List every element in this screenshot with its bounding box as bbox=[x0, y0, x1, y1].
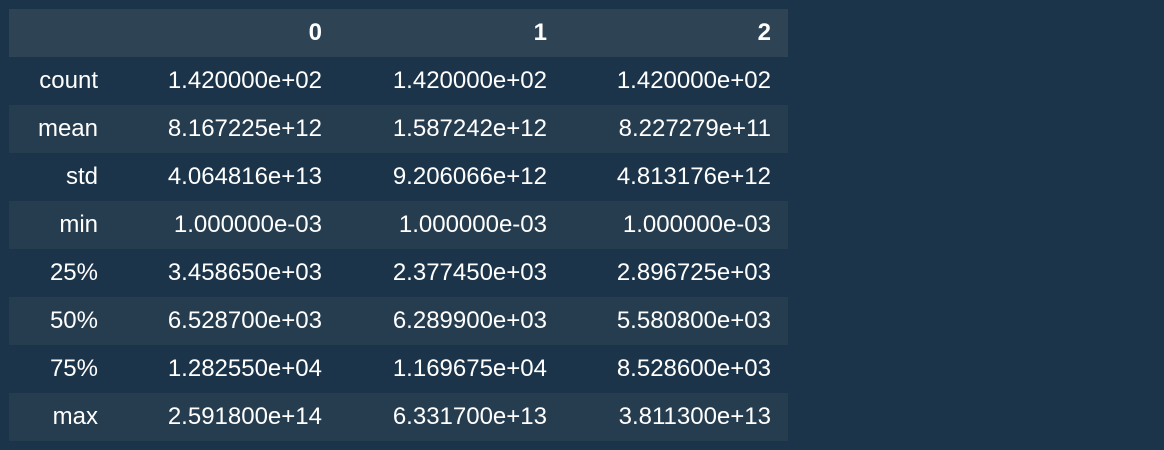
table-cell: 4.064816e+13 bbox=[115, 153, 339, 201]
header-row: 0 1 2 bbox=[9, 9, 788, 57]
table-row: 50% 6.528700e+03 6.289900e+03 5.580800e+… bbox=[9, 297, 788, 345]
table-cell: 8.528600e+03 bbox=[564, 345, 788, 393]
table-row: std 4.064816e+13 9.206066e+12 4.813176e+… bbox=[9, 153, 788, 201]
table-cell: 1.169675e+04 bbox=[339, 345, 564, 393]
row-label: min bbox=[9, 201, 115, 249]
table-cell: 8.167225e+12 bbox=[115, 105, 339, 153]
table-cell: 3.458650e+03 bbox=[115, 249, 339, 297]
table-row: 75% 1.282550e+04 1.169675e+04 8.528600e+… bbox=[9, 345, 788, 393]
table-cell: 1.000000e-03 bbox=[564, 201, 788, 249]
row-label: count bbox=[9, 57, 115, 105]
table-cell: 8.227279e+11 bbox=[564, 105, 788, 153]
table-cell: 1.587242e+12 bbox=[339, 105, 564, 153]
row-label: 50% bbox=[9, 297, 115, 345]
row-label: 25% bbox=[9, 249, 115, 297]
table-cell: 3.811300e+13 bbox=[564, 393, 788, 441]
table-cell: 6.528700e+03 bbox=[115, 297, 339, 345]
table-row: mean 8.167225e+12 1.587242e+12 8.227279e… bbox=[9, 105, 788, 153]
table-cell: 5.580800e+03 bbox=[564, 297, 788, 345]
table-cell: 9.206066e+12 bbox=[339, 153, 564, 201]
table-cell: 1.420000e+02 bbox=[115, 57, 339, 105]
table-cell: 1.000000e-03 bbox=[339, 201, 564, 249]
describe-table: 0 1 2 count 1.420000e+02 1.420000e+02 1.… bbox=[9, 9, 788, 441]
table-row: count 1.420000e+02 1.420000e+02 1.420000… bbox=[9, 57, 788, 105]
column-header: 0 bbox=[115, 9, 339, 57]
table-cell: 1.420000e+02 bbox=[564, 57, 788, 105]
table-cell: 1.282550e+04 bbox=[115, 345, 339, 393]
table-cell: 6.331700e+13 bbox=[339, 393, 564, 441]
column-header: 1 bbox=[339, 9, 564, 57]
row-label: max bbox=[9, 393, 115, 441]
row-label: mean bbox=[9, 105, 115, 153]
index-header bbox=[9, 9, 115, 57]
table-row: 25% 3.458650e+03 2.377450e+03 2.896725e+… bbox=[9, 249, 788, 297]
table-cell: 2.377450e+03 bbox=[339, 249, 564, 297]
row-label: std bbox=[9, 153, 115, 201]
table-cell: 1.000000e-03 bbox=[115, 201, 339, 249]
column-header: 2 bbox=[564, 9, 788, 57]
table-row: max 2.591800e+14 6.331700e+13 3.811300e+… bbox=[9, 393, 788, 441]
table-cell: 2.896725e+03 bbox=[564, 249, 788, 297]
row-label: 75% bbox=[9, 345, 115, 393]
table-cell: 2.591800e+14 bbox=[115, 393, 339, 441]
table-cell: 4.813176e+12 bbox=[564, 153, 788, 201]
table-cell: 6.289900e+03 bbox=[339, 297, 564, 345]
table-cell: 1.420000e+02 bbox=[339, 57, 564, 105]
table-row: min 1.000000e-03 1.000000e-03 1.000000e-… bbox=[9, 201, 788, 249]
